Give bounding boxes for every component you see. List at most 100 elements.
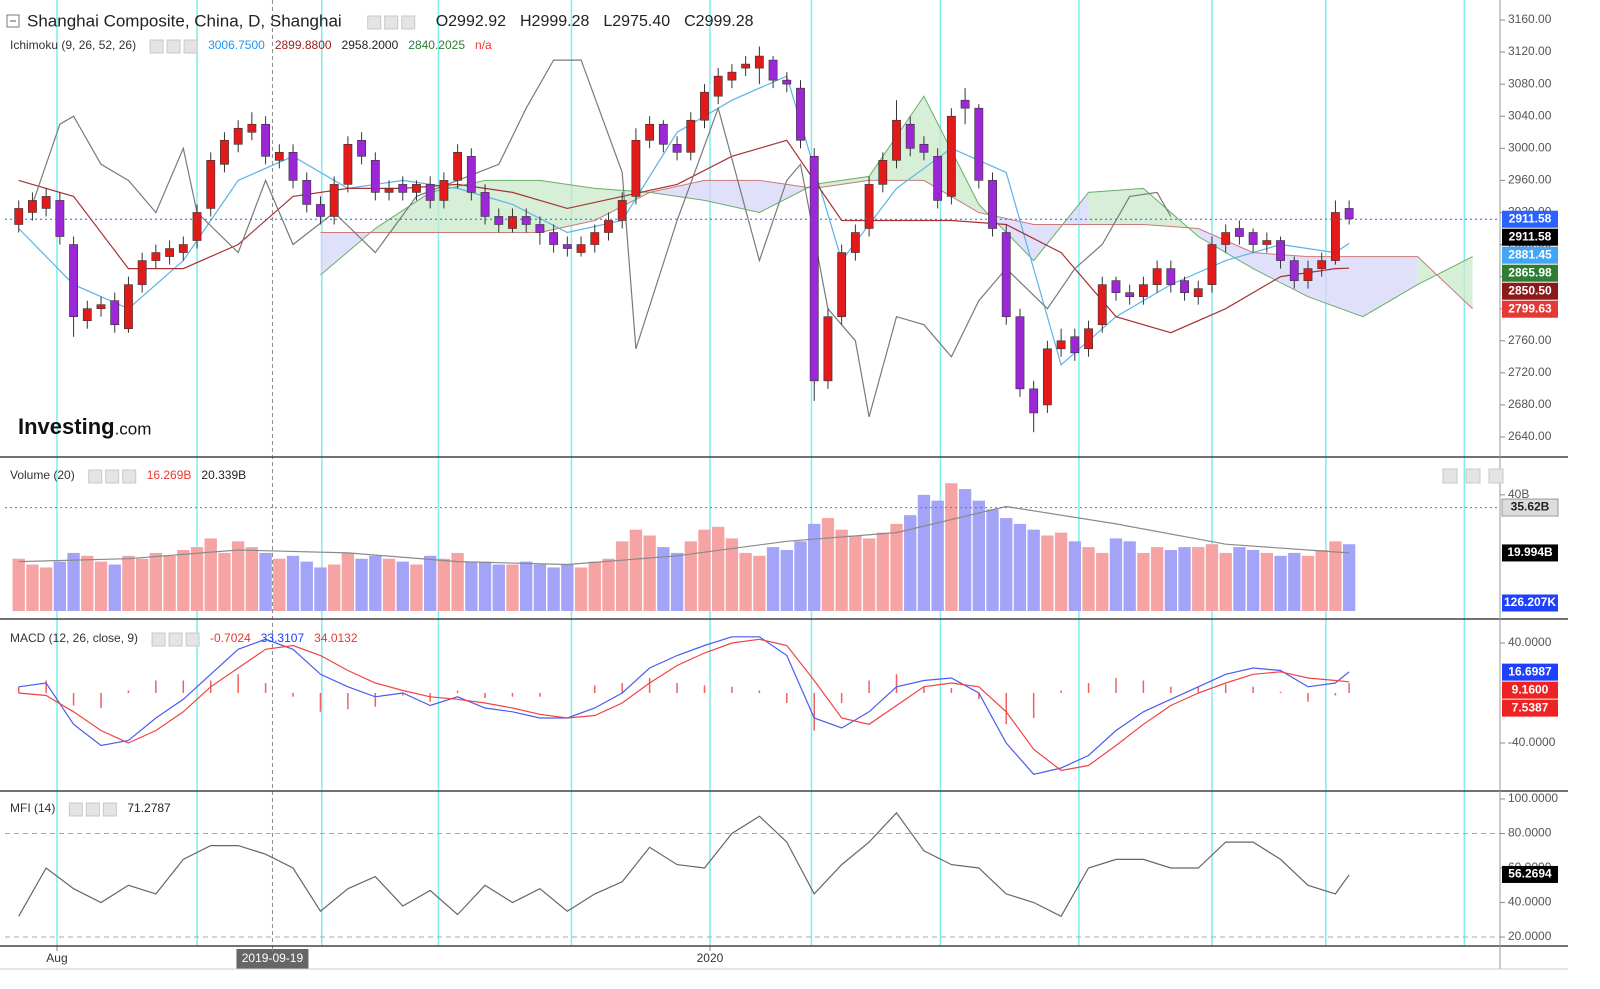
candle-body — [988, 180, 997, 229]
volume-bar — [410, 564, 423, 611]
candle-body — [343, 143, 353, 185]
candle-body — [220, 139, 229, 165]
volume-bar — [835, 529, 848, 611]
value-marker — [1502, 228, 1558, 246]
volume-bar — [1342, 544, 1356, 611]
logo-suffix: .com — [115, 419, 152, 438]
value-marker — [1502, 210, 1558, 228]
legend-icon[interactable] — [122, 469, 137, 484]
legend-value: 16.269B — [147, 468, 192, 482]
volume-bar — [1027, 529, 1040, 611]
candle-body — [288, 152, 298, 181]
volume-bar — [135, 558, 149, 611]
candle-body — [370, 160, 380, 193]
candle-body — [178, 244, 188, 253]
candle-body — [1125, 292, 1135, 297]
legend-value: 2958.2000 — [342, 38, 399, 52]
candle-body — [69, 244, 78, 318]
candle-body — [809, 156, 819, 382]
candle-body — [439, 180, 449, 201]
volume-bar — [1082, 547, 1095, 611]
candle-body — [1207, 244, 1217, 285]
candle-body — [55, 200, 65, 237]
legend-icon[interactable] — [183, 39, 198, 54]
candle-body — [521, 216, 531, 225]
chart-title: Shanghai Composite, China, D, Shanghai — [27, 11, 342, 30]
candle-body — [425, 184, 435, 201]
candle-body — [645, 123, 655, 141]
volume-bar — [1260, 552, 1274, 611]
legend-icon[interactable] — [68, 802, 83, 817]
legend-value: n/a — [475, 38, 492, 52]
legend-icon[interactable] — [149, 39, 164, 54]
y-tick-label: 3000.00 — [1508, 140, 1552, 154]
y-tick-label: 3160.00 — [1508, 12, 1552, 26]
candle-body — [905, 123, 915, 149]
candle-body — [562, 244, 572, 249]
x-tick-label: Aug — [46, 951, 67, 965]
pane-button[interactable] — [1465, 468, 1481, 484]
indicator-line — [18, 505, 1350, 566]
volume-bar — [190, 547, 204, 611]
volume-bar — [149, 552, 163, 611]
legend-icon[interactable] — [105, 469, 120, 484]
y-tick-label: 3120.00 — [1508, 44, 1552, 58]
indicator-line — [18, 139, 1350, 334]
volume-bar — [972, 500, 985, 611]
y-tick-label: 2760.00 — [1508, 333, 1552, 347]
candle-body — [494, 216, 504, 225]
volume-bar — [876, 532, 889, 611]
volume-bar — [684, 541, 697, 611]
legend-icon[interactable] — [384, 15, 399, 30]
volume-bar — [355, 558, 368, 611]
y-tick-label: 2640.00 — [1508, 429, 1552, 443]
volume-bar — [396, 561, 409, 611]
candle-body — [357, 139, 367, 157]
legend-icon[interactable] — [102, 802, 117, 817]
volume-bar — [670, 552, 684, 611]
volume-bar — [547, 567, 560, 611]
value-marker — [1502, 865, 1558, 883]
candle-body — [672, 143, 682, 153]
candle-body — [1029, 388, 1039, 414]
pane-button[interactable] — [1488, 468, 1504, 484]
legend-icon[interactable] — [168, 632, 183, 647]
candle-body — [713, 75, 723, 97]
legend-value: 3006.7500 — [208, 38, 265, 52]
candle-body — [329, 184, 339, 217]
volume-bar — [506, 564, 519, 611]
value-marker — [1502, 699, 1558, 717]
legend-icon[interactable] — [185, 632, 200, 647]
value-marker-label: 126.207K — [1504, 595, 1556, 609]
pane-button[interactable] — [1442, 468, 1458, 484]
candle-body — [316, 204, 325, 217]
volume-bar — [1301, 555, 1315, 611]
crosshair-label-box — [236, 949, 309, 969]
y-tick-label: 2960.00 — [1508, 173, 1552, 187]
candle-body — [480, 192, 490, 217]
volume-bar — [122, 555, 135, 611]
value-marker — [1502, 282, 1558, 300]
candle-body — [466, 156, 476, 193]
value-marker — [1502, 663, 1558, 681]
legend-value: 34.0132 — [314, 631, 358, 645]
value-marker — [1502, 594, 1558, 612]
legend-icon[interactable] — [151, 632, 166, 647]
candle-body — [1042, 348, 1052, 406]
volume-bar — [382, 558, 396, 611]
legend-icon[interactable] — [85, 802, 100, 817]
legend-icon[interactable] — [166, 39, 181, 54]
legend-icon[interactable] — [367, 15, 382, 30]
volume-bar — [163, 555, 176, 611]
legend-icon[interactable] — [88, 469, 103, 484]
legend-value: 20.339B — [201, 468, 246, 482]
legend-name: MACD (12, 26, close, 9) — [10, 631, 138, 645]
y-tick-label: 40.0000 — [1508, 895, 1552, 909]
volume-bar — [1288, 552, 1301, 611]
candle-body — [151, 252, 161, 261]
legend-icon[interactable] — [401, 15, 416, 30]
x-tick-label: 2020 — [697, 951, 724, 965]
candle-body — [823, 316, 833, 382]
volume-bar — [753, 555, 766, 611]
